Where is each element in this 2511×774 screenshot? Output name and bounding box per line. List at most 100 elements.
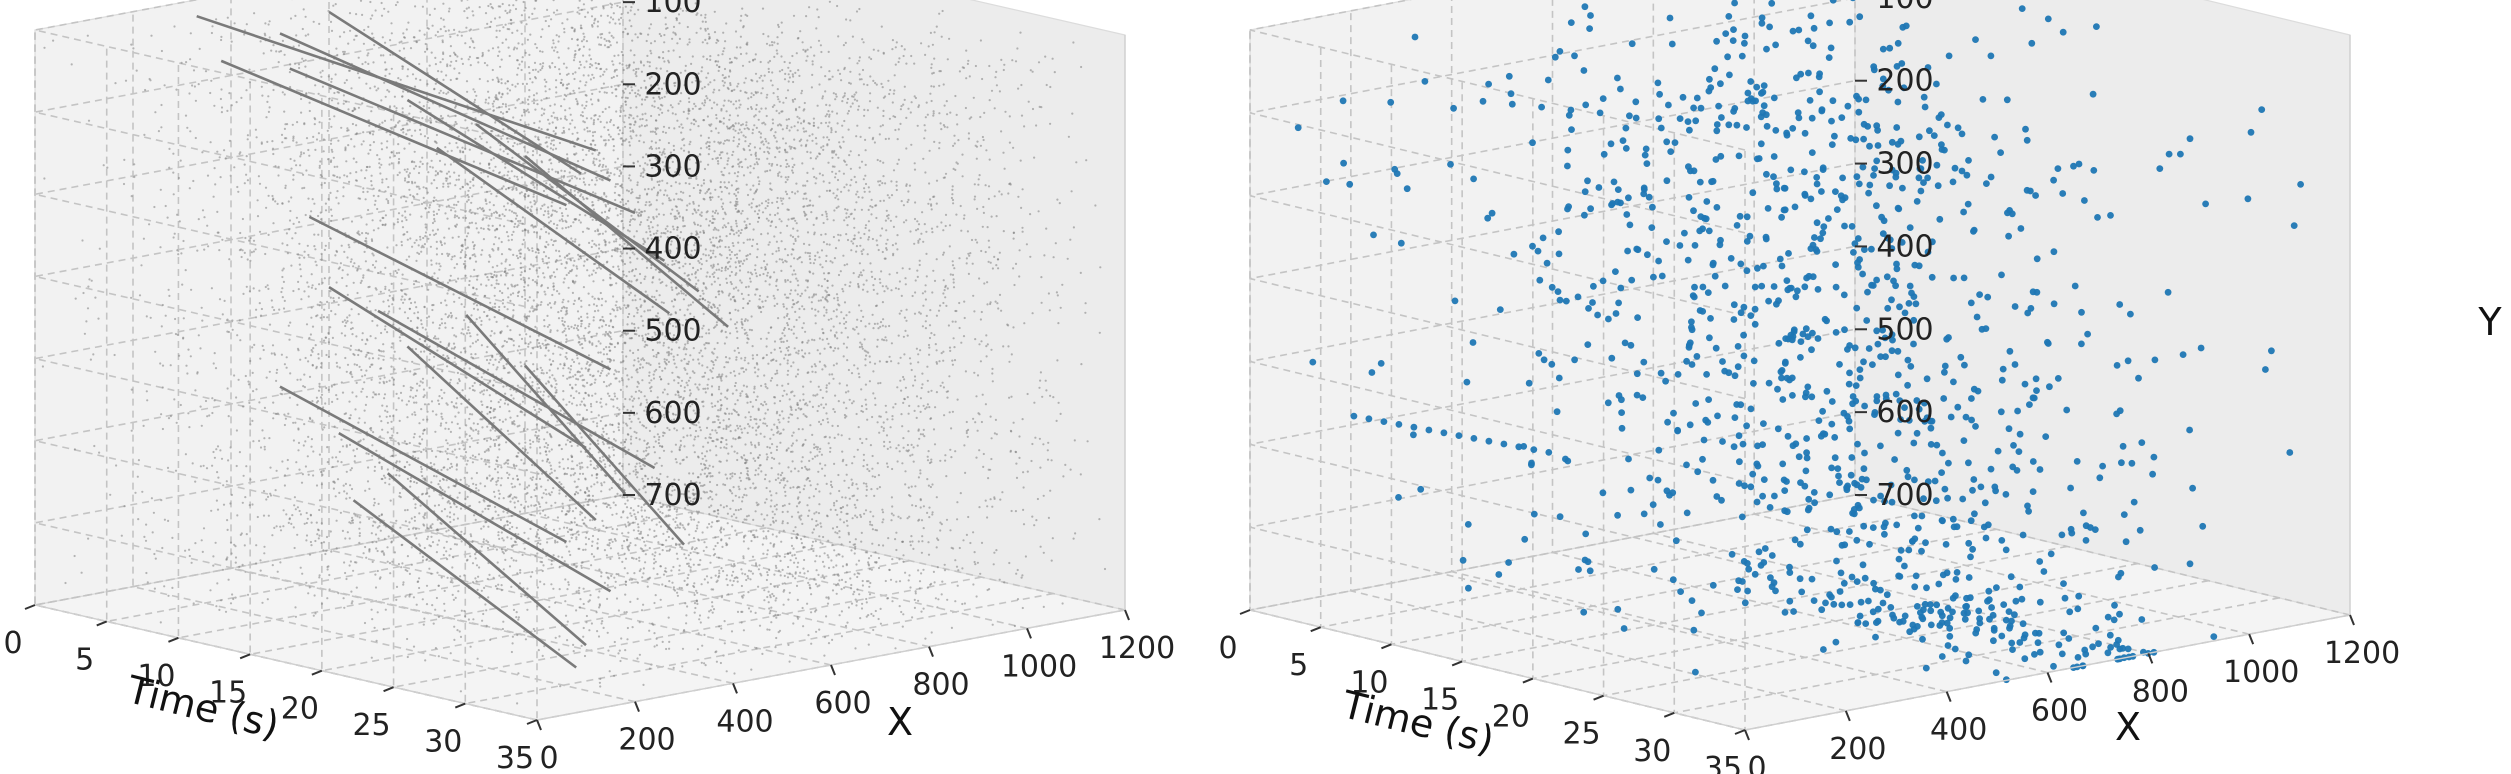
data-point [543, 445, 546, 448]
data-point [694, 241, 697, 245]
data-point [215, 18, 218, 21]
data-point [504, 82, 507, 85]
data-point [398, 120, 401, 123]
data-point [582, 158, 585, 162]
data-point [918, 238, 921, 241]
data-point [592, 303, 596, 306]
data-point [594, 143, 597, 147]
data-point [545, 96, 548, 100]
data-point [656, 396, 659, 399]
data-point [865, 601, 868, 604]
data-point [238, 319, 241, 322]
data-point [1022, 471, 1025, 474]
data-point [590, 485, 593, 488]
data-point [384, 409, 387, 412]
data-point [608, 504, 611, 507]
data-point [449, 311, 452, 315]
data-point [856, 588, 859, 591]
data-point [648, 65, 651, 68]
data-point [524, 384, 527, 387]
data-point [468, 332, 471, 335]
data-point [355, 171, 358, 174]
data-point [874, 397, 877, 400]
data-point [781, 520, 785, 523]
data-point [254, 316, 258, 319]
data-point [713, 305, 716, 309]
data-point [906, 200, 909, 204]
data-point [809, 46, 813, 49]
data-point [624, 502, 627, 505]
data-point [917, 239, 920, 242]
data-point [616, 167, 619, 171]
data-point [774, 564, 778, 568]
data-point [711, 601, 714, 604]
data-point [739, 279, 742, 282]
data-point [609, 118, 613, 122]
data-point [623, 446, 627, 449]
data-point [895, 184, 898, 187]
data-point [638, 559, 641, 562]
data-point [708, 522, 711, 526]
data-point [525, 82, 529, 85]
data-point [358, 532, 361, 535]
data-point [427, 288, 430, 291]
data-point [515, 188, 518, 191]
data-point [824, 115, 827, 118]
data-point [689, 354, 692, 357]
data-point [816, 483, 819, 486]
data-point [423, 524, 426, 527]
data-point [870, 488, 873, 491]
data-point [842, 140, 845, 143]
data-point [540, 99, 543, 102]
data-point [258, 401, 261, 404]
data-point [913, 375, 917, 378]
data-point [640, 509, 643, 512]
data-point [917, 476, 921, 479]
data-point [781, 128, 784, 131]
data-point [534, 135, 537, 138]
data-point [609, 16, 613, 19]
data-point [444, 313, 447, 316]
data-point [694, 435, 697, 438]
data-point [945, 390, 948, 393]
data-point [669, 199, 672, 202]
data-point [884, 404, 887, 407]
data-point [694, 91, 697, 94]
data-point [630, 6, 633, 9]
data-point [434, 56, 437, 60]
data-point [415, 239, 418, 242]
data-point [359, 0, 363, 2]
data-point [611, 91, 614, 94]
data-point [580, 325, 583, 328]
data-point [847, 109, 851, 113]
data-point [882, 429, 885, 432]
data-point [218, 298, 222, 301]
data-point [483, 438, 486, 441]
data-point [446, 468, 449, 471]
data-point [366, 480, 370, 483]
data-point [375, 547, 378, 550]
data-point [686, 372, 689, 375]
data-point [703, 99, 707, 102]
data-point [422, 418, 425, 421]
data-point [983, 282, 986, 285]
data-point [925, 252, 928, 255]
data-point [562, 398, 565, 401]
data-point [579, 432, 582, 435]
data-point [643, 125, 647, 128]
data-point [593, 483, 596, 486]
data-point [441, 370, 444, 373]
data-point [350, 519, 353, 522]
data-point [401, 67, 404, 70]
data-point [178, 354, 181, 357]
data-point [752, 391, 756, 394]
data-point [364, 61, 367, 64]
data-point [827, 138, 831, 141]
data-point [294, 508, 297, 511]
data-point [569, 92, 572, 95]
data-point [847, 606, 851, 609]
data-point [542, 564, 545, 567]
data-point [849, 184, 852, 187]
data-point [729, 332, 732, 335]
data-point [708, 99, 712, 102]
